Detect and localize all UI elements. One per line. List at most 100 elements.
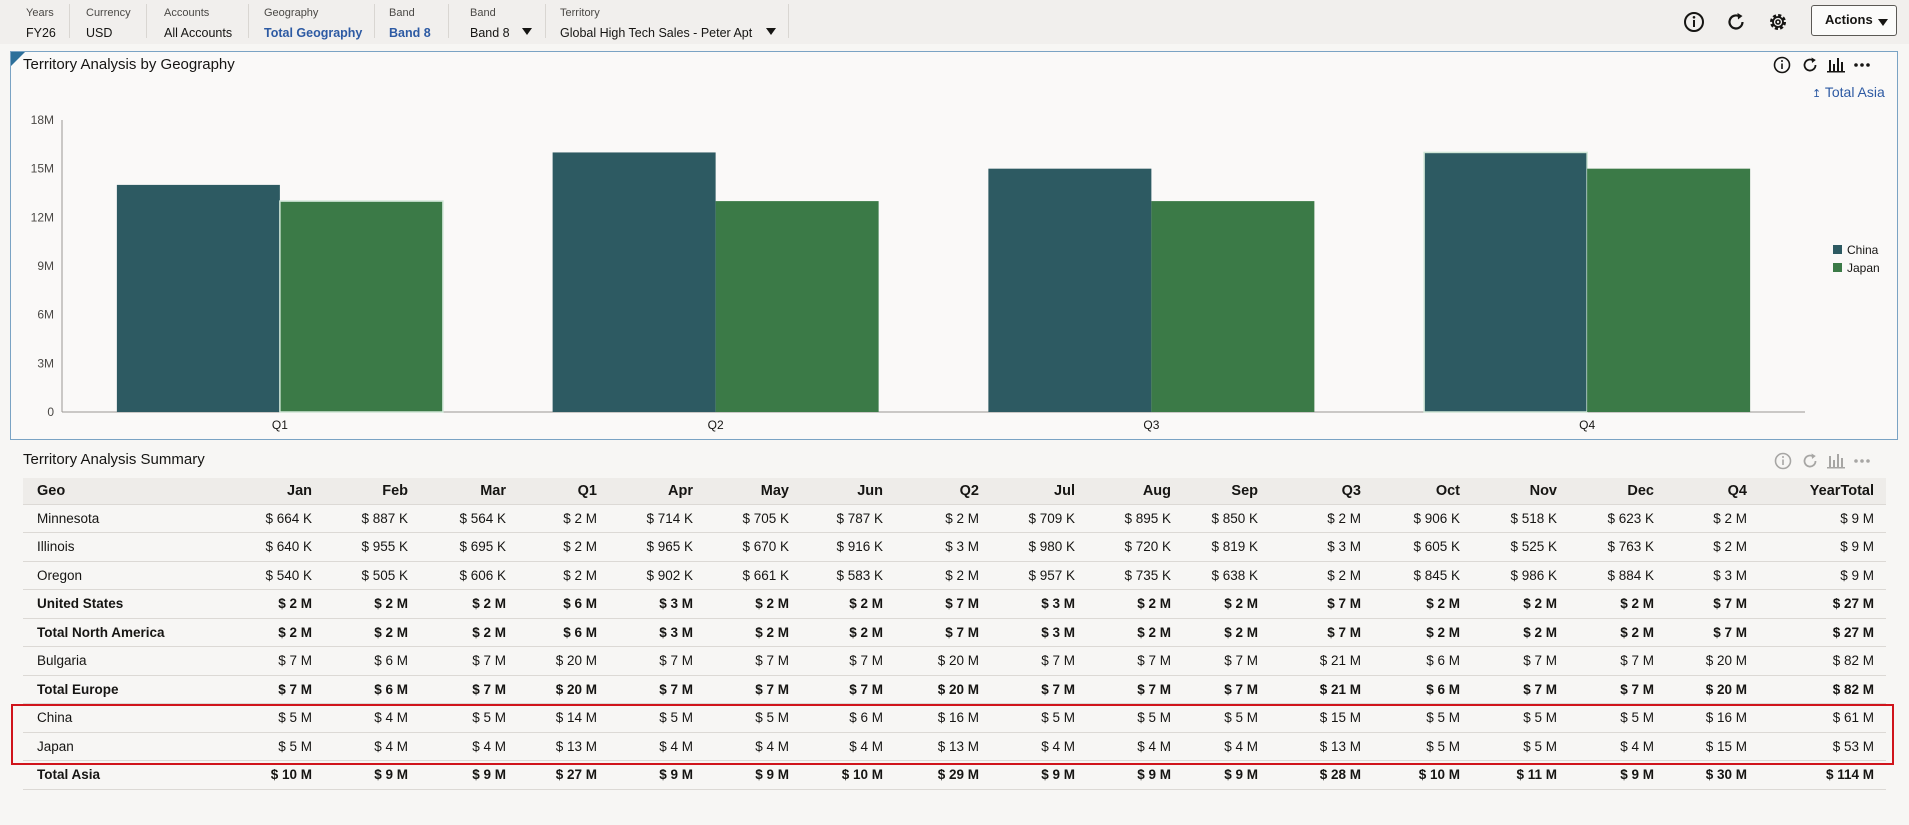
table-cell[interactable]: $ 4 M bbox=[420, 732, 518, 761]
table-cell[interactable]: $ 957 K bbox=[991, 561, 1087, 590]
table-cell[interactable]: $ 2 M bbox=[801, 589, 895, 619]
table-cell[interactable]: $ 705 K bbox=[705, 504, 801, 533]
table-cell[interactable]: $ 20 M bbox=[518, 675, 609, 704]
table-cell[interactable]: $ 28 M bbox=[1270, 760, 1373, 790]
column-header-q4[interactable]: Q4 bbox=[1666, 478, 1759, 505]
pov-value[interactable]: FY26 bbox=[26, 26, 56, 40]
table-cell[interactable]: $ 5 M bbox=[228, 732, 324, 761]
table-cell[interactable]: $ 5 M bbox=[991, 703, 1087, 733]
table-cell[interactable]: $ 2 M bbox=[1373, 618, 1472, 647]
column-header-aug[interactable]: Aug bbox=[1087, 478, 1183, 505]
table-cell[interactable]: $ 9 M bbox=[1087, 760, 1183, 790]
table-cell[interactable]: $ 4 M bbox=[1087, 732, 1183, 761]
table-cell[interactable]: $ 7 M bbox=[1270, 618, 1373, 647]
row-label[interactable]: China bbox=[23, 703, 228, 733]
table-cell[interactable]: $ 7 M bbox=[1087, 646, 1183, 676]
table-cell[interactable]: $ 9 M bbox=[1759, 504, 1886, 533]
table-cell[interactable]: $ 9 M bbox=[1759, 561, 1886, 590]
table-cell[interactable]: $ 7 M bbox=[1472, 675, 1569, 704]
pov-value[interactable]: USD bbox=[86, 26, 113, 40]
info-icon[interactable] bbox=[1772, 55, 1792, 75]
table-cell[interactable]: $ 3 M bbox=[1270, 532, 1373, 562]
table-row[interactable]: Bulgaria $ 7 M $ 6 M $ 7 M $ 20 M $ 7 M $ 7 M $… bbox=[23, 646, 1886, 676]
table-cell[interactable]: $ 2 M bbox=[324, 589, 420, 619]
table-cell[interactable]: $ 2 M bbox=[324, 618, 420, 647]
table-cell[interactable]: $ 518 K bbox=[1472, 504, 1569, 533]
table-cell[interactable]: $ 7 M bbox=[1270, 589, 1373, 619]
table-cell[interactable]: $ 2 M bbox=[705, 589, 801, 619]
table-cell[interactable]: $ 2 M bbox=[1183, 589, 1270, 619]
table-cell[interactable]: $ 6 M bbox=[1373, 675, 1472, 704]
table-cell[interactable]: $ 787 K bbox=[801, 504, 895, 533]
table-cell[interactable]: $ 7 M bbox=[1666, 589, 1759, 619]
table-cell[interactable]: $ 114 M bbox=[1759, 760, 1886, 790]
row-label[interactable]: Illinois bbox=[23, 532, 228, 562]
gear-icon[interactable] bbox=[1767, 11, 1789, 33]
table-cell[interactable]: $ 5 M bbox=[420, 703, 518, 733]
column-header-yeartotal[interactable]: YearTotal bbox=[1759, 478, 1886, 505]
table-cell[interactable]: $ 5 M bbox=[705, 703, 801, 733]
table-cell[interactable]: $ 5 M bbox=[1472, 732, 1569, 761]
table-cell[interactable]: $ 664 K bbox=[228, 504, 324, 533]
table-cell[interactable]: $ 2 M bbox=[1373, 589, 1472, 619]
table-cell[interactable]: $ 5 M bbox=[1373, 732, 1472, 761]
table-cell[interactable]: $ 5 M bbox=[1373, 703, 1472, 733]
table-cell[interactable]: $ 714 K bbox=[609, 504, 705, 533]
table-cell[interactable]: $ 4 M bbox=[324, 703, 420, 733]
table-cell[interactable]: $ 7 M bbox=[801, 675, 895, 704]
table-cell[interactable]: $ 695 K bbox=[420, 532, 518, 562]
column-header-may[interactable]: May bbox=[705, 478, 801, 505]
table-cell[interactable]: $ 720 K bbox=[1087, 532, 1183, 562]
table-cell[interactable]: $ 14 M bbox=[518, 703, 609, 733]
table-cell[interactable]: $ 2 M bbox=[1087, 589, 1183, 619]
table-cell[interactable]: $ 2 M bbox=[1472, 589, 1569, 619]
table-cell[interactable]: $ 4 M bbox=[801, 732, 895, 761]
table-cell[interactable]: $ 13 M bbox=[895, 732, 991, 761]
more-icon[interactable] bbox=[1852, 55, 1872, 75]
table-cell[interactable]: $ 3 M bbox=[991, 589, 1087, 619]
table-cell[interactable]: $ 27 M bbox=[1759, 589, 1886, 619]
table-cell[interactable]: $ 3 M bbox=[609, 618, 705, 647]
table-row[interactable]: Illinois $ 640 K $ 955 K $ 695 K $ 2 M $ 965 … bbox=[23, 532, 1886, 562]
table-cell[interactable]: $ 21 M bbox=[1270, 646, 1373, 676]
table-cell[interactable]: $ 5 M bbox=[1472, 703, 1569, 733]
table-cell[interactable]: $ 7 M bbox=[1472, 646, 1569, 676]
table-cell[interactable]: $ 4 M bbox=[705, 732, 801, 761]
column-header-apr[interactable]: Apr bbox=[609, 478, 705, 505]
table-cell[interactable]: $ 2 M bbox=[1183, 618, 1270, 647]
table-cell[interactable]: $ 5 M bbox=[1183, 703, 1270, 733]
table-cell[interactable]: $ 4 M bbox=[1569, 732, 1666, 761]
table-cell[interactable]: $ 10 M bbox=[801, 760, 895, 790]
pov-geography[interactable]: Geography Total Geography bbox=[258, 5, 368, 41]
table-cell[interactable]: $ 5 M bbox=[1087, 703, 1183, 733]
table-cell[interactable]: $ 4 M bbox=[324, 732, 420, 761]
column-header-oct[interactable]: Oct bbox=[1373, 478, 1472, 505]
row-label[interactable]: Total North America bbox=[23, 618, 228, 647]
table-cell[interactable]: $ 30 M bbox=[1666, 760, 1759, 790]
pov-value-link[interactable]: Band 8 bbox=[389, 26, 431, 40]
row-label[interactable]: Total Asia bbox=[23, 760, 228, 790]
table-cell[interactable]: $ 2 M bbox=[420, 618, 518, 647]
chevron-down-icon[interactable] bbox=[766, 28, 776, 35]
column-header-sep[interactable]: Sep bbox=[1183, 478, 1270, 505]
table-cell[interactable]: $ 13 M bbox=[518, 732, 609, 761]
table-cell[interactable]: $ 2 M bbox=[518, 504, 609, 533]
table-cell[interactable]: $ 505 K bbox=[324, 561, 420, 590]
table-cell[interactable]: $ 2 M bbox=[1569, 589, 1666, 619]
table-row[interactable]: United States $ 2 M $ 2 M $ 2 M $ 6 M $ 3 M $ … bbox=[23, 589, 1886, 619]
row-label[interactable]: Bulgaria bbox=[23, 646, 228, 676]
table-cell[interactable]: $ 7 M bbox=[228, 646, 324, 676]
pov-band-link[interactable]: Band Band 8 bbox=[383, 5, 437, 41]
table-cell[interactable]: $ 53 M bbox=[1759, 732, 1886, 761]
table-row[interactable]: Japan $ 5 M $ 4 M $ 4 M $ 13 M $ 4 M $ 4 M $ 4 … bbox=[23, 732, 1886, 761]
table-cell[interactable]: $ 640 K bbox=[228, 532, 324, 562]
table-cell[interactable]: $ 3 M bbox=[991, 618, 1087, 647]
row-label[interactable]: Minnesota bbox=[23, 504, 228, 533]
table-cell[interactable]: $ 525 K bbox=[1472, 532, 1569, 562]
table-cell[interactable]: $ 2 M bbox=[801, 618, 895, 647]
table-cell[interactable]: $ 2 M bbox=[705, 618, 801, 647]
pov-value[interactable]: All Accounts bbox=[164, 26, 233, 40]
table-cell[interactable]: $ 20 M bbox=[1666, 646, 1759, 676]
table-cell[interactable]: $ 2 M bbox=[518, 561, 609, 590]
table-cell[interactable]: $ 2 M bbox=[1270, 504, 1373, 533]
